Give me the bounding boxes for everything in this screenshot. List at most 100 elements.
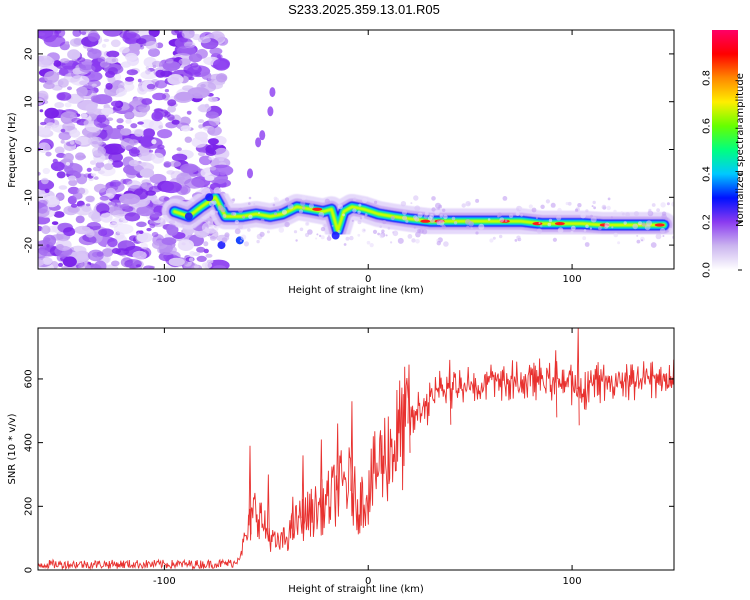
ridge-speckle [318,211,325,218]
ridge-speckle [207,220,211,224]
noise-speckle [61,266,66,269]
ridge-speckle [451,216,456,221]
noise-speckle [102,30,123,37]
noise-speckle [90,95,100,103]
ridge-speckle [518,206,523,211]
noise-speckle [197,151,206,157]
ridge-speckle [302,206,306,210]
noise-speckle [111,260,120,267]
noise-speckle [180,163,199,174]
noise-speckle [181,30,195,39]
ridge-blob [217,241,226,250]
noise-speckle [105,82,113,90]
ridge-speckle [259,231,265,237]
ridge-speckle [539,224,543,228]
ridge-blob [331,231,340,240]
noise-speckle [74,136,92,146]
ridge-speckle [610,216,613,219]
noise-speckle [41,177,49,185]
ridge-speckle [410,202,413,205]
noise-speckle [209,47,223,55]
ridge-speckle [535,216,539,220]
ridge-speckle [266,230,270,234]
ridge-speckle [326,236,332,241]
noise-speckle [120,138,135,150]
noise-speckle [126,69,138,76]
noise-speckle [67,206,80,213]
noise-speckle [104,163,114,171]
ridge-speckle [442,208,446,212]
noise-speckle [171,30,179,36]
ridge-speckle [390,215,395,221]
ridge-speckle [364,213,368,217]
noise-speckle [213,58,230,71]
spectrogram-xlabel: Height of straight line (km) [288,285,424,296]
noise-speckle [184,136,192,143]
ridge-speckle [352,208,357,213]
noise-speckle [67,186,80,195]
ridge-speckle [358,203,362,207]
ridge-speckle [646,220,652,227]
noise-speckle [56,244,64,250]
ridge-speckle [299,209,303,214]
ridge-speckle [392,230,399,237]
ridge-speckle [593,206,596,210]
spectrogram-xtick-label: 100 [563,274,582,285]
ridge-speckle [418,228,424,234]
ridge-speckle [590,216,597,223]
noise-speckle [125,76,135,82]
noise-speckle [139,168,155,178]
noise-speckle [67,86,72,91]
ridge-speckle [372,229,378,234]
colorbar-gradient [712,30,738,270]
snr-ylabel: SNR (10 * v/v) [7,413,18,484]
noise-speckle [180,186,189,195]
noise-speckle [76,86,88,97]
noise-speckle [143,128,155,139]
ridge-speckle [411,238,416,243]
ridge-speckle [287,203,294,210]
noise-speckle [166,170,175,175]
noise-speckle [193,265,200,269]
noise-speckle [56,171,66,179]
noise-speckle [109,222,118,228]
noise-speckle [140,135,156,147]
snr-spike [554,350,558,418]
noise-speckle [145,190,156,196]
ridge-speckle [660,202,666,208]
noise-speckle [145,66,149,70]
ridge-speckle [598,226,602,231]
noise-speckle [43,250,49,254]
noise-speckle [137,78,142,83]
noise-speckle [205,149,217,156]
ridge-speckle [224,203,228,208]
noise-speckle [146,227,152,232]
noise-speckle [188,76,195,81]
noise-speckle [46,244,50,248]
noise-speckle [85,195,95,202]
noise-speckle [72,30,82,37]
ridge-speckle [655,233,662,240]
noise-speckle [124,112,134,119]
ridge-speckle [285,197,290,202]
ridge-speckle [443,214,448,220]
ridge-speckle [641,239,643,242]
ridge-speckle [570,230,574,234]
noise-speckle [76,155,83,159]
noise-speckle [56,194,64,201]
noise-speckle [67,49,81,60]
ridge-speckle [636,239,641,244]
ridge-speckle [583,229,587,232]
noise-speckle [44,107,59,119]
snr-spike [407,364,411,453]
ridge-speckle [633,211,639,217]
snr-xlabel: Height of straight line (km) [288,584,424,595]
ridge-hotspot [654,223,665,227]
noise-speckle [269,87,276,98]
noise-speckle [87,136,103,146]
ridge-speckle [623,221,627,225]
noise-speckle [140,242,148,250]
noise-speckle [60,139,65,144]
noise-speckle [129,42,141,52]
